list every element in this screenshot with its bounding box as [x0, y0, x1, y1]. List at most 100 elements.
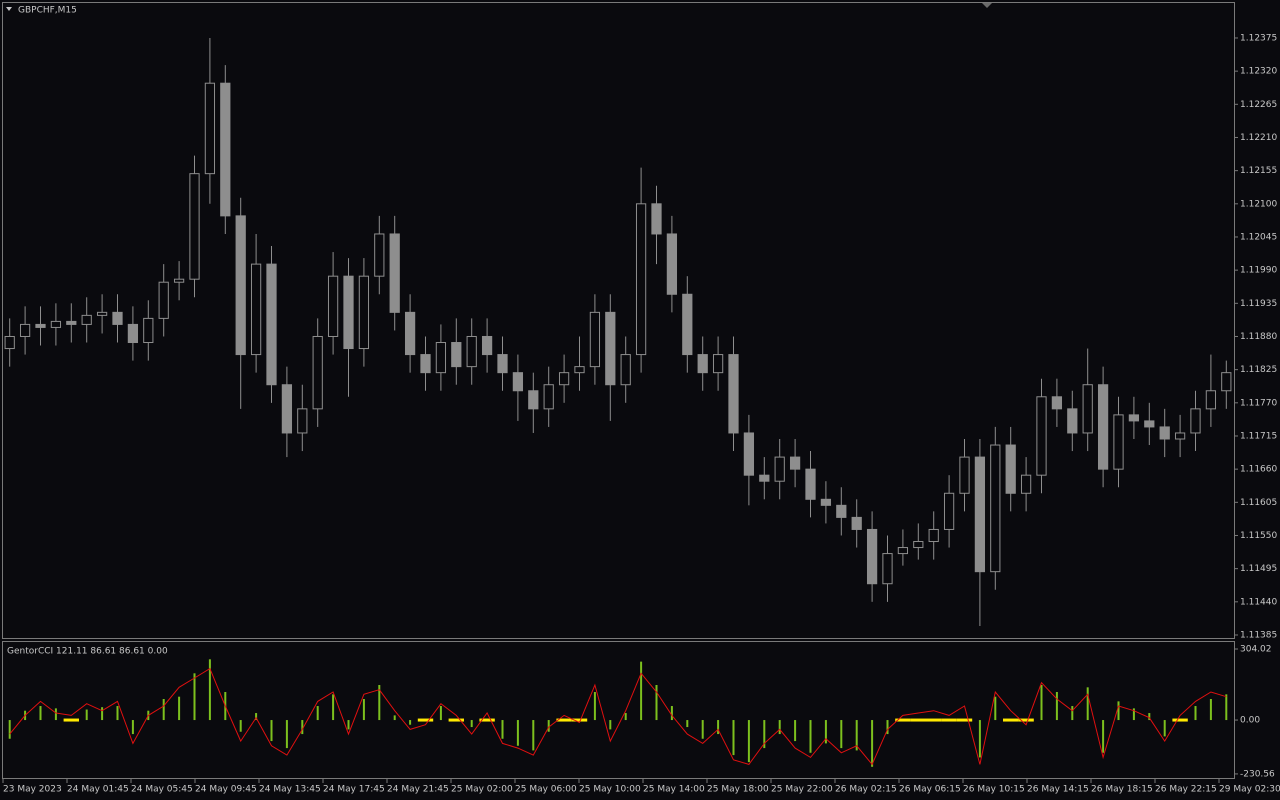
candle-body — [1082, 384, 1093, 434]
histogram-bar — [101, 707, 104, 721]
indicator-line — [9, 667, 1227, 766]
y-tick-label: 0.00 — [1240, 716, 1260, 726]
histogram-bar — [1086, 687, 1089, 721]
symbol-menu[interactable] — [6, 7, 12, 11]
histogram-bar — [285, 720, 288, 749]
histogram-bar — [593, 692, 596, 721]
neutral-bar — [910, 718, 926, 722]
candle-body — [712, 354, 724, 374]
y-tick-label: 1.12100 — [1240, 199, 1277, 209]
candle-body — [1020, 474, 1032, 494]
histogram-bar — [686, 720, 689, 728]
neutral-bar — [1018, 718, 1034, 722]
candle-body — [358, 275, 370, 350]
candle-body — [374, 233, 385, 277]
histogram-bar — [824, 720, 827, 744]
y-tick-label: 1.11605 — [1240, 498, 1277, 508]
candle-body — [1190, 408, 1201, 434]
candle-body — [220, 82, 231, 217]
y-tick-label: 1.12265 — [1240, 100, 1277, 110]
y-tick-label: 1.11990 — [1240, 266, 1277, 276]
x-tick-label: 26 May 10:15 — [963, 785, 1025, 795]
candle-body — [96, 311, 108, 316]
candle-body — [420, 354, 431, 374]
candle-body — [50, 320, 62, 328]
candle-body — [1005, 444, 1016, 494]
y-tick-label: 1.11495 — [1240, 564, 1277, 574]
histogram-bar — [39, 706, 42, 721]
histogram-bar — [855, 720, 858, 751]
candle-body — [805, 468, 816, 500]
histogram-bar — [794, 720, 797, 742]
candle-body — [558, 372, 570, 386]
histogram-bar — [701, 720, 704, 739]
shift-marker[interactable] — [982, 3, 992, 8]
candle-body — [928, 528, 939, 543]
x-tick-label: 26 May 18:15 — [1091, 785, 1153, 795]
candle-body — [497, 354, 508, 374]
histogram-bar — [301, 720, 304, 735]
neutral-bar — [956, 718, 973, 722]
candle-body — [451, 342, 462, 368]
neutral-bar — [571, 718, 588, 722]
candle-body — [143, 317, 154, 344]
y-tick-label: 1.12320 — [1240, 67, 1277, 77]
histogram-bar — [393, 715, 396, 721]
candle-body — [173, 278, 185, 283]
candle-body — [682, 293, 693, 356]
candle-body — [35, 323, 46, 328]
x-tick-label: 25 May 02:00 — [451, 785, 513, 795]
candle-body — [866, 528, 878, 585]
candle-body — [1128, 414, 1140, 422]
candle-body — [158, 281, 169, 319]
candle-body — [1051, 396, 1063, 410]
histogram-bar — [162, 699, 165, 721]
candle-body — [1036, 396, 1047, 476]
candle-body — [1174, 432, 1186, 440]
histogram-bar — [270, 720, 273, 742]
candle-body — [943, 492, 955, 530]
x-tick-label: 26 May 06:15 — [899, 785, 961, 795]
candle-body — [512, 372, 524, 392]
histogram-bar — [439, 706, 442, 721]
candle-body — [959, 456, 970, 494]
candle-body — [281, 384, 293, 434]
x-tick-label: 26 May 02:15 — [835, 785, 897, 795]
candle-body — [589, 311, 601, 368]
histogram-bar — [1117, 701, 1120, 721]
candle-body — [1067, 408, 1078, 434]
x-tick-label: 25 May 14:00 — [643, 785, 705, 795]
candle-body — [543, 384, 554, 410]
candle-body — [266, 263, 277, 386]
candle-body — [789, 456, 801, 470]
y-tick-label: 1.11715 — [1240, 431, 1277, 441]
histogram-bar — [178, 696, 181, 721]
neutral-bar — [926, 718, 942, 722]
histogram-bar — [54, 708, 57, 721]
candle-body — [4, 335, 15, 350]
histogram-bar — [239, 720, 242, 732]
histogram-bar — [1148, 713, 1151, 721]
y-tick-label: 1.11880 — [1240, 332, 1277, 342]
y-tick-label: -230.56 — [1240, 769, 1275, 779]
x-tick-label: 24 May 17:45 — [323, 785, 385, 795]
candle-body — [851, 516, 862, 530]
candle-body — [635, 203, 647, 356]
histogram-bar — [255, 713, 258, 721]
histogram-bar — [516, 720, 519, 746]
indicator-title: GentorCCI 121.11 86.61 86.61 0.00 — [7, 647, 168, 657]
candle-body — [250, 263, 262, 356]
histogram-bar — [501, 720, 504, 739]
x-tick-label: 24 May 13:45 — [259, 785, 321, 795]
candle-body — [743, 432, 755, 476]
x-tick-label: 24 May 09:45 — [195, 785, 257, 795]
histogram-bar — [732, 720, 735, 756]
candle-body — [882, 553, 893, 585]
histogram-bar — [409, 720, 412, 725]
candle-body — [327, 275, 339, 337]
candle-body — [728, 354, 739, 434]
histogram-bar — [640, 661, 643, 721]
main-pane-border — [2, 2, 1235, 639]
histogram-bar — [886, 720, 889, 735]
